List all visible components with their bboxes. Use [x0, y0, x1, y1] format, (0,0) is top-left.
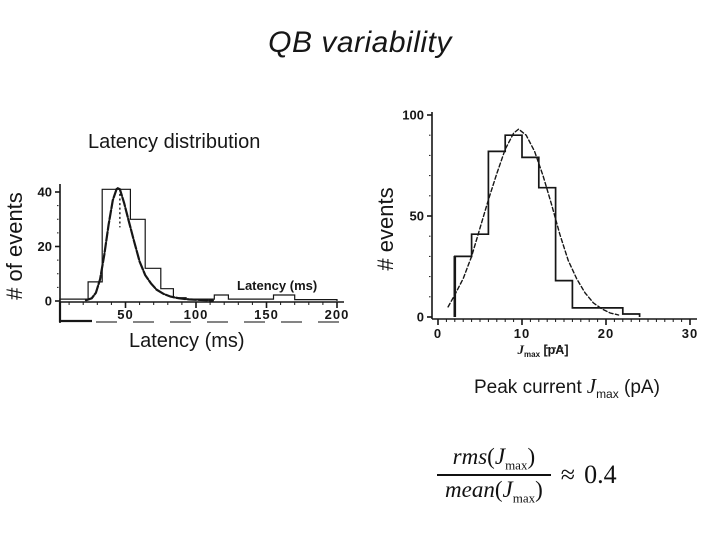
y-tick-label: 0	[417, 310, 424, 325]
y-tick-label: 0	[45, 294, 52, 309]
x-tick-label: 30	[682, 326, 698, 341]
right-chart-caption: Peak current Jmax (pA)	[474, 374, 660, 401]
y-tick-label: 20	[38, 239, 52, 254]
formula-value: 0.4	[584, 459, 617, 489]
x-tick-label: 50	[117, 307, 133, 322]
formula-fraction: rms(Jmax) mean(Jmax)	[437, 443, 551, 507]
y-tick-label: 100	[402, 108, 424, 123]
formula-result: ≈0.4	[561, 460, 617, 490]
x-tick-label: 200	[325, 307, 350, 322]
inner-axis-label: Latency (ms)	[237, 278, 317, 293]
peak-current-histogram-chart: 0 50 100 0 10 20 30 Jmax [pA]	[402, 108, 698, 360]
fit-curve	[84, 186, 214, 302]
caption-j-symbol: J	[586, 374, 597, 398]
caption-subscript: max	[596, 386, 619, 401]
formula-numerator: rms(Jmax)	[452, 444, 536, 473]
latency-histogram-chart: 0 20 40 50 100 150 200 Latency (ms)	[38, 184, 350, 323]
y-tick-label: 40	[38, 185, 52, 200]
x-tick-label: 10	[514, 326, 530, 341]
histogram-outline	[453, 134, 641, 317]
left-chart-y-axis-label: # of events	[2, 192, 27, 300]
x-tick-label: 0	[434, 326, 442, 341]
inner-axis-label: Jmax [pA]	[517, 342, 569, 359]
x-tick-label: 20	[598, 326, 614, 341]
caption-unit: (pA)	[624, 377, 660, 398]
left-chart-title: Latency distribution	[88, 131, 261, 153]
scan-artifact	[58, 302, 92, 323]
formula: rms(Jmax) mean(Jmax) ≈0.4	[437, 443, 617, 507]
slide-title: QB variability	[268, 26, 452, 59]
x-tick-label: 150	[254, 307, 279, 322]
caption-text: Peak current	[474, 377, 582, 398]
x-tick-label: 100	[184, 307, 209, 322]
fit-curve	[447, 128, 620, 316]
left-chart-x-axis-label: Latency (ms)	[129, 330, 245, 352]
y-tick-label: 50	[410, 209, 424, 224]
formula-relation: ≈	[560, 459, 576, 489]
formula-denominator: mean(Jmax)	[437, 473, 551, 507]
